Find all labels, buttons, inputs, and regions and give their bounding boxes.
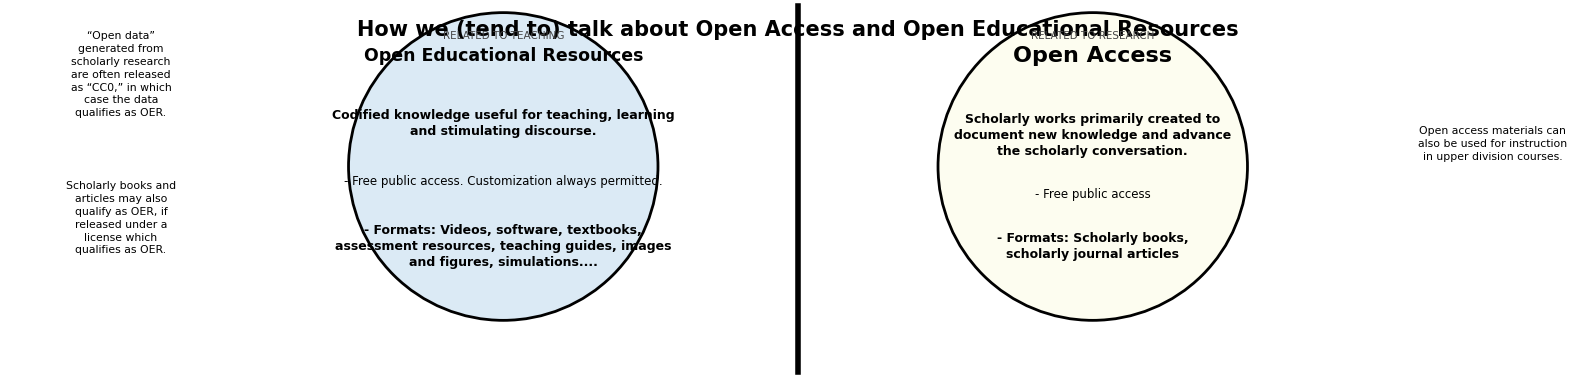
Text: - Formats: Videos, software, textbooks,
assessment resources, teaching guides, i: - Formats: Videos, software, textbooks, … (335, 224, 672, 269)
Text: - Formats: Scholarly books,
scholarly journal articles: - Formats: Scholarly books, scholarly jo… (998, 232, 1189, 261)
Text: Open Educational Resources: Open Educational Resources (364, 47, 643, 65)
Text: Scholarly books and
articles may also
qualify as OER, if
released under a
licens: Scholarly books and articles may also qu… (65, 181, 176, 256)
Text: Scholarly works primarily created to
document new knowledge and advance
the scho: Scholarly works primarily created to doc… (954, 113, 1232, 158)
Text: RELATED TO TEACHING: RELATED TO TEACHING (442, 31, 563, 42)
Text: - Free public access. Customization always permitted.: - Free public access. Customization alwa… (345, 175, 662, 188)
Text: Open Access: Open Access (1013, 46, 1171, 66)
Text: “Open data”
generated from
scholarly research
are often released
as “CC0,” in wh: “Open data” generated from scholarly res… (70, 31, 171, 118)
Ellipse shape (938, 12, 1248, 320)
Text: Codified knowledge useful for teaching, learning
and stimulating discourse.: Codified knowledge useful for teaching, … (332, 109, 675, 138)
Text: RELATED TO RESEARCH: RELATED TO RESEARCH (1031, 31, 1154, 42)
Text: Open access materials can
also be used for instruction
in upper division courses: Open access materials can also be used f… (1419, 126, 1567, 162)
Text: - Free public access: - Free public access (1034, 188, 1151, 201)
Ellipse shape (348, 12, 658, 320)
Text: How we (tend to) talk about Open Access and Open Educational Resources: How we (tend to) talk about Open Access … (358, 20, 1238, 40)
